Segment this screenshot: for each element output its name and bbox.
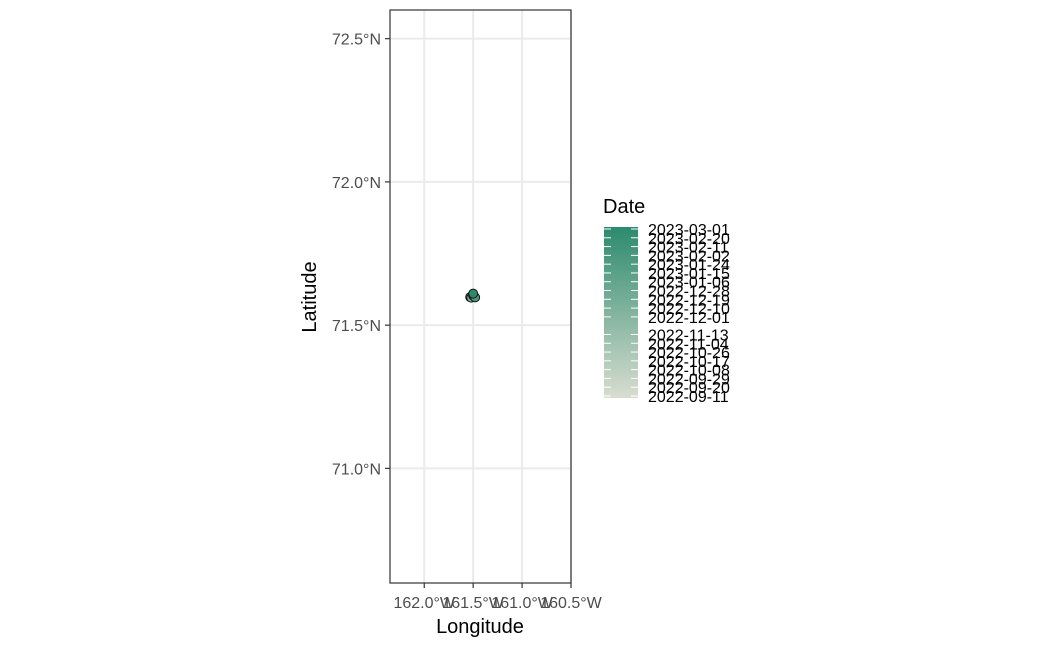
legend-label: 2022-09-20 <box>648 380 730 397</box>
legend-label: 2022-12-10 <box>648 301 730 318</box>
y-axis-title: Latitude <box>299 261 321 332</box>
x-tick-label: 160.5°W <box>540 595 602 612</box>
legend-label: 2022-11-04 <box>648 336 729 353</box>
legend-label: 2022-10-17 <box>648 354 730 371</box>
legend-label: 2023-02-02 <box>648 248 730 265</box>
data-point <box>468 288 479 299</box>
y-tick-label: 72.5°N <box>332 32 381 49</box>
legend-label: 2023-02-11 <box>648 240 729 257</box>
y-tick-label: 72.0°N <box>332 175 381 192</box>
legend-label: 2023-02-20 <box>648 231 730 248</box>
y-tick-label: 71.5°N <box>332 318 381 335</box>
x-tick-label: 162.0°W <box>393 595 455 612</box>
legend-label: 2022-12-01 <box>648 310 730 327</box>
plot-panel-border <box>389 9 572 584</box>
legend-label: 2022-09-29 <box>648 371 730 388</box>
legend-label: 2022-09-11 <box>648 389 729 406</box>
legend-label: 2022-12-19 <box>648 292 730 309</box>
y-tick-label: 71.0°N <box>332 461 381 478</box>
x-tick-label: 161.5°W <box>442 595 504 612</box>
legend-label: 2023-01-15 <box>648 266 730 283</box>
plot-panel-background <box>390 10 571 583</box>
legend-label: 2022-10-08 <box>648 363 730 380</box>
legend-label: 2022-12-28 <box>648 284 730 301</box>
x-tick-label: 161.0°W <box>491 595 553 612</box>
legend-label: 2023-01-24 <box>648 257 730 274</box>
x-axis-title: Longitude <box>436 616 524 638</box>
legend-label: 2022-11-13 <box>648 327 729 344</box>
legend-label: 2023-03-01 <box>648 222 730 239</box>
legend-label: 2022-10-26 <box>648 345 730 362</box>
legend-colorbar <box>604 227 638 398</box>
legend-title: Date <box>603 196 645 218</box>
legend-label: 2023-01-06 <box>648 275 730 292</box>
